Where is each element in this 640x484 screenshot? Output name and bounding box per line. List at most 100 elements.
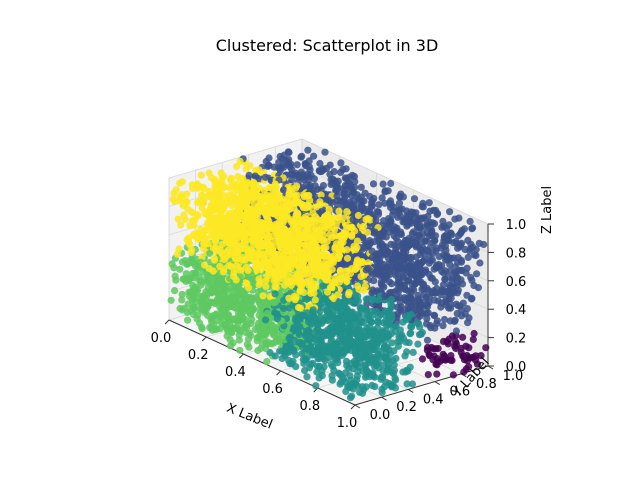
point-cluster-1: [469, 243, 477, 251]
point-cluster-1: [441, 242, 449, 250]
point-cluster-3: [226, 336, 234, 344]
point-cluster-3: [171, 287, 179, 295]
point-cluster-3: [269, 330, 277, 338]
point-cluster-4: [322, 267, 330, 275]
y-tick-mark-5: [487, 365, 494, 370]
point-cluster-4: [288, 260, 296, 268]
point-cluster-3: [275, 337, 283, 346]
point-cluster-2: [385, 380, 394, 388]
point-cluster-4: [335, 207, 343, 215]
point-cluster-1: [270, 163, 278, 171]
point-cluster-3: [239, 288, 247, 296]
point-cluster-4: [272, 259, 280, 267]
point-cluster-2: [302, 355, 310, 363]
point-cluster-2: [305, 336, 313, 344]
point-cluster-1: [453, 309, 461, 318]
point-cluster-0: [439, 337, 448, 345]
point-cluster-3: [255, 311, 263, 319]
point-cluster-1: [412, 278, 420, 286]
point-cluster-4: [169, 195, 177, 203]
point-cluster-3: [243, 340, 251, 348]
point-cluster-1: [278, 155, 286, 163]
point-cluster-1: [389, 255, 398, 263]
point-cluster-2: [392, 354, 400, 363]
point-cluster-3: [228, 292, 236, 300]
point-cluster-0: [482, 344, 490, 352]
point-cluster-3: [194, 311, 202, 319]
point-cluster-1: [378, 249, 386, 257]
point-cluster-1: [420, 257, 428, 265]
point-cluster-4: [273, 194, 281, 202]
point-cluster-4: [238, 256, 247, 264]
point-cluster-4: [249, 255, 257, 263]
point-cluster-2: [282, 345, 290, 353]
point-cluster-2: [325, 345, 333, 353]
point-cluster-4: [323, 288, 332, 296]
point-cluster-1: [369, 180, 378, 188]
point-cluster-1: [470, 251, 478, 259]
point-cluster-1: [406, 216, 414, 225]
point-cluster-4: [258, 227, 266, 235]
point-cluster-2: [273, 315, 281, 323]
point-cluster-3: [236, 306, 244, 314]
point-cluster-1: [337, 159, 345, 167]
point-cluster-1: [460, 225, 468, 233]
point-cluster-4: [331, 243, 339, 251]
point-cluster-2: [304, 318, 313, 326]
point-cluster-2: [380, 344, 388, 352]
point-cluster-4: [221, 201, 229, 209]
point-cluster-2: [298, 339, 306, 347]
point-cluster-0: [433, 370, 441, 378]
point-cluster-2: [309, 308, 317, 316]
point-cluster-2: [369, 372, 377, 380]
point-cluster-1: [355, 194, 363, 203]
point-cluster-1: [454, 244, 462, 252]
point-cluster-4: [178, 178, 186, 186]
point-cluster-2: [414, 319, 422, 327]
point-cluster-2: [317, 338, 325, 346]
point-cluster-4: [278, 275, 286, 283]
point-cluster-1: [406, 254, 414, 262]
point-cluster-2: [399, 368, 407, 376]
point-cluster-4: [363, 228, 372, 237]
point-cluster-1: [440, 269, 448, 277]
point-cluster-1: [326, 170, 334, 178]
point-cluster-1: [397, 190, 405, 198]
point-cluster-1: [417, 308, 425, 317]
point-cluster-2: [354, 312, 362, 320]
point-cluster-1: [452, 300, 460, 308]
point-cluster-2: [378, 329, 386, 337]
y-tick-mark-1: [381, 396, 387, 401]
point-cluster-1: [368, 202, 376, 210]
point-cluster-4: [196, 198, 204, 206]
y-tick-label-5: 1.0: [503, 369, 524, 384]
point-cluster-3: [186, 259, 194, 267]
y-tick-label-0: 0.0: [370, 408, 391, 423]
x-axis-label: X Label: [224, 401, 274, 433]
point-cluster-1: [369, 270, 377, 278]
point-cluster-3: [235, 336, 243, 344]
point-cluster-3: [224, 327, 232, 335]
y-tick-mark-2: [407, 388, 414, 393]
point-cluster-1: [440, 237, 448, 245]
point-cluster-1: [378, 194, 386, 202]
point-cluster-4: [189, 184, 197, 193]
point-cluster-1: [413, 261, 421, 269]
point-cluster-4: [263, 213, 271, 221]
point-cluster-4: [271, 180, 279, 188]
point-cluster-4: [270, 249, 278, 257]
point-cluster-4: [209, 207, 217, 215]
point-cluster-1: [443, 254, 452, 262]
point-cluster-1: [295, 173, 303, 181]
point-cluster-4: [236, 157, 244, 165]
point-cluster-3: [275, 332, 283, 340]
point-cluster-2: [406, 330, 414, 338]
point-cluster-3: [212, 283, 220, 291]
point-cluster-2: [306, 343, 314, 352]
point-cluster-4: [205, 265, 213, 273]
point-cluster-4: [335, 248, 343, 256]
point-cluster-4: [337, 274, 346, 282]
point-cluster-4: [286, 272, 294, 280]
point-cluster-1: [349, 216, 357, 224]
point-cluster-1: [464, 253, 472, 261]
